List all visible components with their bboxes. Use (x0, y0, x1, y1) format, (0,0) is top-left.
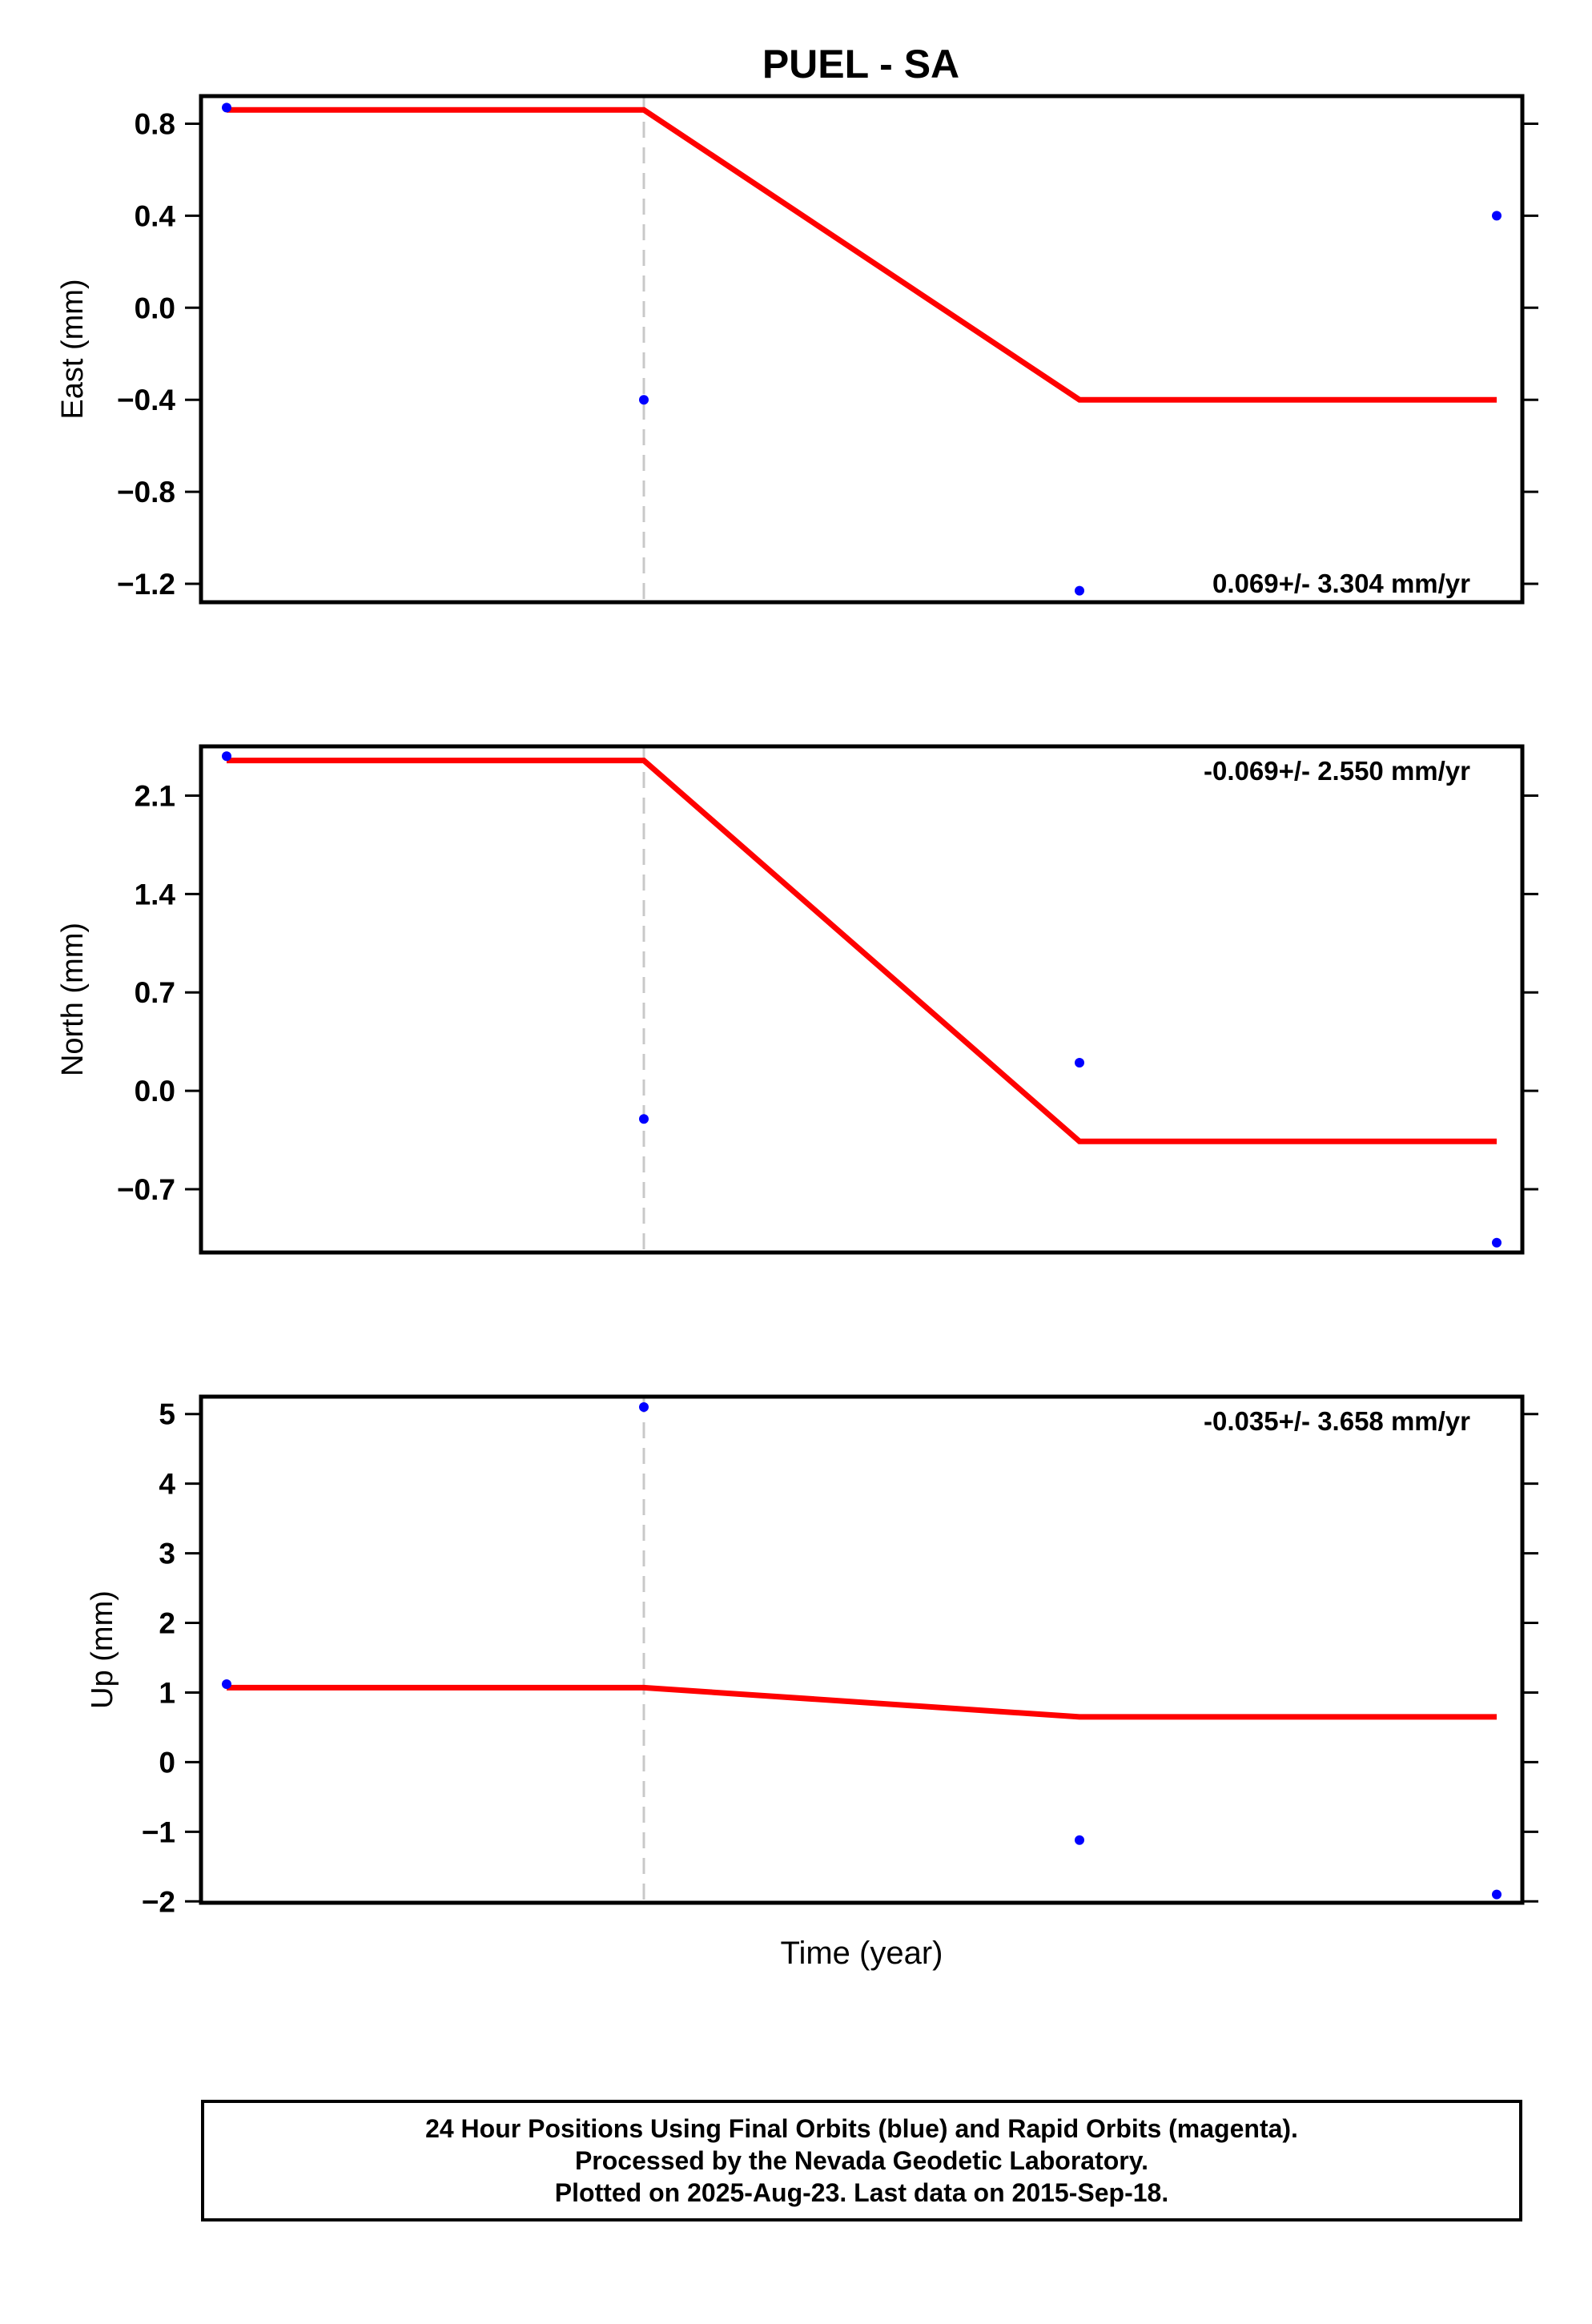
panel-2: −0.7 0.0 0.7 1.4 2.1 North (mm) -0.069+/- 2.55… (56, 744, 1538, 1255)
y-tick-label: 4 (159, 1468, 175, 1501)
data-point (1075, 1058, 1084, 1068)
footer-line-1: 24 Hour Positions Using Final Orbits (bl… (425, 2114, 1298, 2143)
y-tick-label: −2 (142, 1885, 175, 1918)
data-point (1075, 585, 1084, 596)
panel-frame (199, 94, 1525, 605)
data-point (222, 103, 231, 113)
y-tick-label: 1 (159, 1676, 175, 1709)
model-fit-line (227, 1684, 1497, 1720)
y-tick-label: 2 (159, 1607, 175, 1640)
panel-frame (199, 744, 1525, 1255)
data-point (222, 751, 231, 762)
data-point (222, 1679, 231, 1689)
data-point (639, 395, 649, 405)
data-point (639, 1114, 649, 1124)
y-tick-label: −0.7 (117, 1173, 175, 1206)
y-tick-label: 1.4 (135, 878, 176, 911)
y-tick-label: 0.7 (135, 976, 175, 1009)
y-tick-label: 0.4 (135, 199, 176, 232)
y-tick-label: 0.0 (135, 292, 175, 324)
velocity-rate-label: -0.035+/- 3.658 mm/yr (1204, 1406, 1470, 1436)
y-tick-label: −1 (142, 1815, 175, 1848)
y-tick-label: 0.0 (135, 1075, 175, 1108)
y-tick-label: 3 (159, 1538, 175, 1570)
y-axis-label: Up (mm) (86, 1590, 119, 1709)
x-axis-label: Time (year) (781, 1936, 943, 1971)
panel-1: −1.2 −0.8 −0.4 0.0 0.4 0.8 East (mm) 0.069+/- 3… (56, 94, 1538, 605)
y-axis-label: North (mm) (56, 923, 90, 1076)
footer-info-box: 24 Hour Positions Using Final Orbits (bl… (201, 2100, 1522, 2221)
panel-frame (199, 1394, 1525, 1905)
y-tick-label: 0 (159, 1746, 175, 1779)
model-fit-line (227, 107, 1497, 403)
footer-line-3: Plotted on 2025-Aug-23. Last data on 201… (554, 2178, 1169, 2207)
model-fit-line (227, 758, 1497, 1144)
y-tick-label: 0.8 (135, 107, 175, 140)
data-point (1492, 1889, 1502, 1900)
footer-line-2: Processed by the Nevada Geodetic Laborat… (574, 2146, 1149, 2175)
data-point (1492, 211, 1502, 221)
y-tick-label: 5 (159, 1398, 175, 1431)
data-point (639, 1402, 649, 1412)
velocity-rate-label: 0.069+/- 3.304 mm/yr (1212, 569, 1470, 598)
y-tick-label: 2.1 (135, 779, 175, 812)
y-tick-label: −0.8 (117, 476, 175, 509)
panel-3: −2 −1 0 1 2 3 4 5 Up (mm) -0.035+/- 3.658 mm/yr Ti… (86, 1394, 1538, 1971)
data-point (1492, 1237, 1502, 1248)
data-point (1075, 1835, 1084, 1845)
y-axis-label: East (mm) (56, 279, 90, 419)
chart-title: PUEL - SA (762, 42, 959, 86)
velocity-rate-label: -0.069+/- 2.550 mm/yr (1204, 756, 1470, 786)
y-tick-label: −0.4 (117, 384, 175, 416)
y-tick-label: −1.2 (117, 568, 175, 601)
